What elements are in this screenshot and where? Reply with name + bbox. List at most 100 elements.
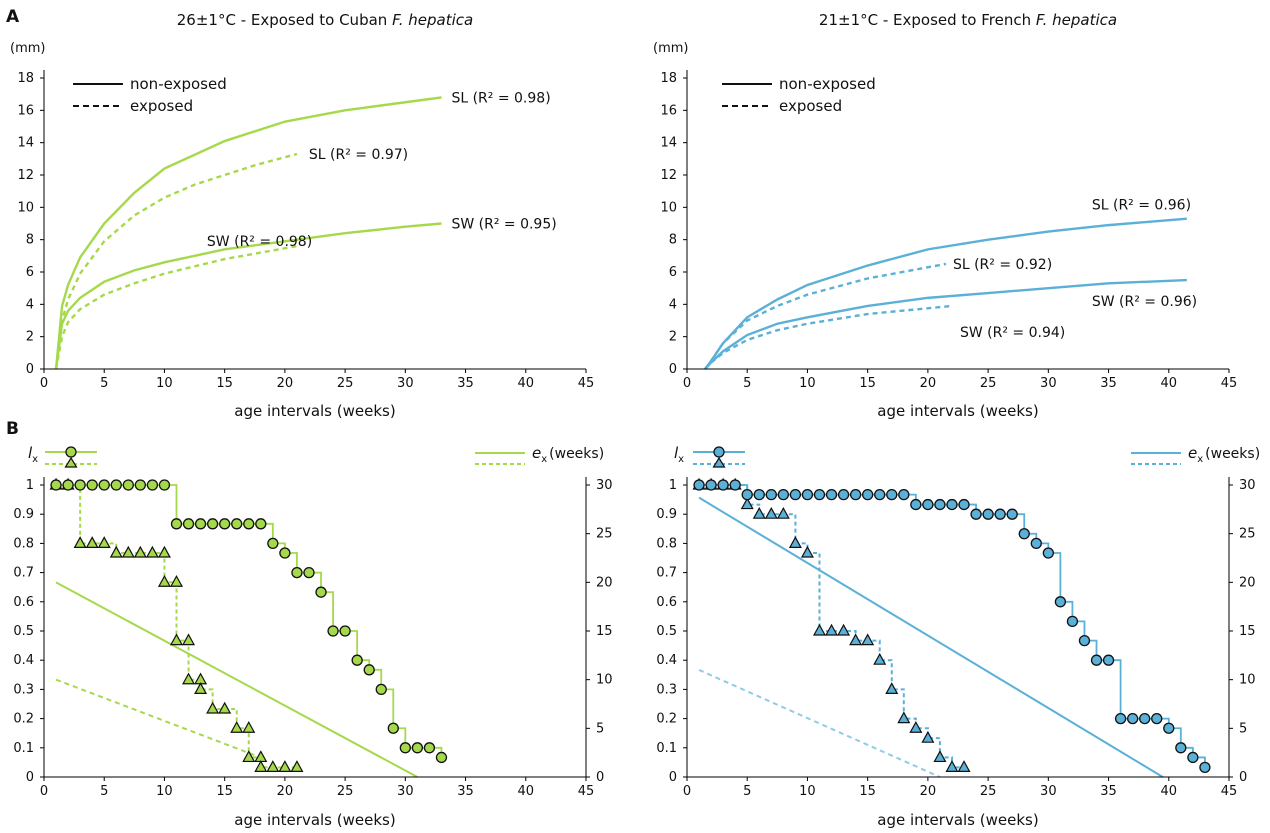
- lx-non-exposed-point: [777, 488, 790, 501]
- title-italic: F. hepatica: [392, 11, 473, 29]
- lx-non-exposed-point: [934, 498, 946, 511]
- lx-non-exposed-point: [910, 498, 922, 511]
- legend: non-exposed exposed: [73, 75, 227, 115]
- series-label: SW (R² = 0.94): [960, 325, 1065, 341]
- lx-non-exposed-point: [729, 479, 741, 491]
- lx-non-exposed-point: [705, 479, 717, 491]
- lx-non-exposed-point: [1114, 712, 1127, 725]
- legend-ex-label: ex (weeks): [532, 444, 604, 465]
- lx-non-exposed-point: [291, 566, 303, 579]
- legend-ex-label: ex (weeks): [1188, 444, 1260, 465]
- y-tick-label: 8: [669, 233, 677, 248]
- y-tick-label: 1: [26, 478, 34, 493]
- lx-non-exposed-point: [243, 518, 255, 530]
- lx-exposed-point: [933, 750, 947, 763]
- x-tick-label: 40: [1161, 784, 1178, 799]
- lx-exposed-point: [266, 760, 280, 772]
- lx-exposed-point: [957, 760, 971, 772]
- y-tick-label: 16: [17, 103, 34, 118]
- x-tick-label: 45: [1221, 376, 1238, 391]
- x-tick-label: 5: [743, 376, 751, 391]
- x-tick-label: 10: [799, 784, 816, 799]
- y-tick-label: 0.6: [656, 595, 677, 610]
- chart-title: 21±1°C - Exposed to French F. hepatica: [819, 11, 1117, 29]
- y-tick-label: 1: [669, 478, 677, 493]
- y-tick-label: 0.1: [656, 741, 677, 756]
- x-tick-label: 20: [920, 376, 937, 391]
- x-tick-label: 25: [980, 784, 997, 799]
- lx-non-exposed-point: [801, 488, 814, 501]
- lx-sub: x: [678, 454, 684, 465]
- y-tick-label: 0.9: [13, 507, 34, 522]
- lx-step-exposed: [699, 484, 965, 769]
- lx-exposed-point: [157, 545, 171, 558]
- lx-non-exposed-point: [765, 488, 777, 501]
- lx-non-exposed-point: [206, 518, 219, 530]
- ex-line-non-exposed: [698, 496, 1164, 778]
- lx-non-exposed-point: [1030, 537, 1042, 550]
- lx-non-exposed-point: [741, 488, 753, 501]
- legend-lx-label: lx: [28, 444, 38, 465]
- lx-exposed-point: [873, 652, 887, 665]
- ex-sub: x: [1197, 454, 1203, 465]
- lx-exposed-point: [861, 633, 875, 646]
- lx-main: l: [674, 444, 679, 462]
- lx-non-exposed-point: [1006, 508, 1018, 520]
- lx-exposed-point: [885, 682, 899, 695]
- lx-non-exposed-point: [110, 479, 122, 491]
- lx-non-exposed-point: [231, 518, 243, 530]
- lx-main: l: [28, 444, 33, 462]
- lx-non-exposed-point: [134, 479, 147, 491]
- series-line-solid: [54, 96, 442, 370]
- y2-tick-label: 30: [1239, 478, 1256, 493]
- legend: lx ex (weeks): [28, 444, 604, 468]
- y-tick-label: 4: [669, 297, 677, 312]
- lx-exposed-point: [242, 750, 256, 763]
- ex-main: e: [532, 444, 541, 462]
- legend-non-exposed: non-exposed: [130, 75, 227, 93]
- lx-exposed-point: [230, 720, 244, 733]
- lx-non-exposed-point: [970, 508, 982, 520]
- lx-exposed-point: [752, 506, 766, 519]
- y2-tick-label: 5: [596, 721, 604, 736]
- lx-non-exposed-point: [399, 742, 411, 754]
- lx-non-exposed-point: [327, 625, 339, 637]
- lx-non-exposed-point: [1187, 751, 1199, 764]
- x-tick-label: 25: [980, 376, 997, 391]
- y-tick-label: 16: [660, 103, 677, 118]
- x-tick-label: 15: [859, 784, 876, 799]
- x-axis-label: age intervals (weeks): [877, 402, 1038, 420]
- y-tick-label: 12: [17, 168, 34, 183]
- lx-non-exposed-point: [303, 566, 315, 579]
- lx-non-exposed-point: [351, 654, 363, 666]
- chart-title: 26±1°C - Exposed to Cuban F. hepatica: [177, 11, 473, 29]
- lx-exposed-point: [776, 506, 790, 519]
- series-label: SL (R² = 0.97): [309, 147, 408, 163]
- y-tick-label: 14: [17, 136, 34, 151]
- lx-non-exposed-point: [1175, 742, 1187, 754]
- x-tick-label: 10: [156, 376, 173, 391]
- lx-exposed-point: [921, 730, 935, 743]
- lx-exposed-point: [290, 760, 304, 772]
- y-tick-label: 0.9: [656, 507, 677, 522]
- y2-tick-label: 20: [596, 575, 613, 590]
- title-text: 21±1°C - Exposed to French: [819, 11, 1036, 29]
- lx-non-exposed-point: [837, 488, 850, 501]
- y2-tick-label: 0: [596, 770, 604, 785]
- lx-non-exposed-point: [693, 479, 705, 491]
- y-tick-label: 0.2: [656, 712, 677, 727]
- x-tick-label: 35: [457, 376, 474, 391]
- lx-non-exposed-point: [813, 488, 826, 501]
- x-tick-label: 40: [518, 784, 535, 799]
- x-tick-label: 40: [518, 376, 535, 391]
- y2-tick-label: 25: [1239, 527, 1256, 542]
- x-tick-label: 15: [216, 784, 233, 799]
- lx-non-exposed-point: [1054, 596, 1067, 608]
- series-line-solid: [54, 222, 442, 370]
- y-tick-label: 0.3: [656, 682, 677, 697]
- y2-tick-label: 10: [596, 673, 613, 688]
- lx-non-exposed-point: [423, 742, 436, 754]
- y-tick-label: 14: [660, 136, 677, 151]
- lx-exposed-point: [278, 760, 292, 772]
- y2-tick-label: 0: [1239, 770, 1247, 785]
